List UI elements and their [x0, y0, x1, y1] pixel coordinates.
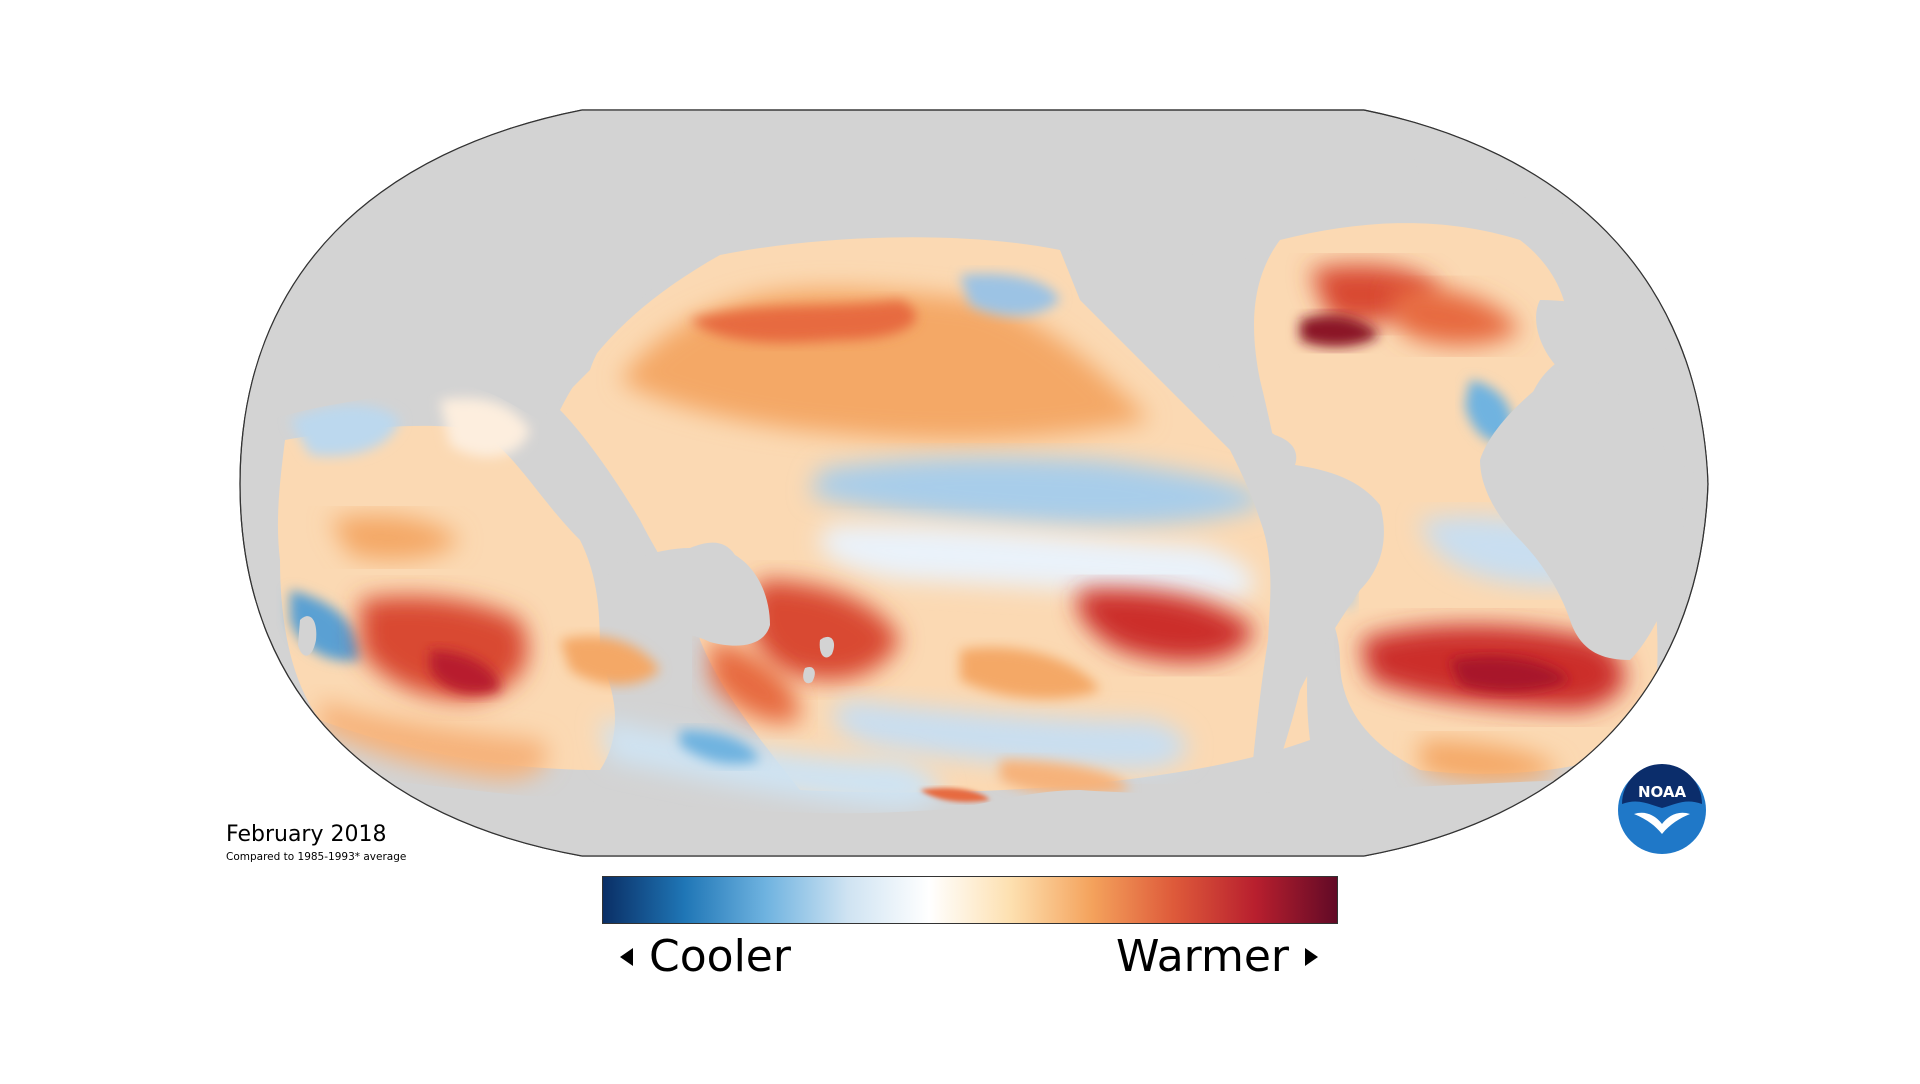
land-antarctica [240, 760, 1708, 856]
land-australia [598, 542, 770, 646]
cooler-label: Cooler [620, 930, 791, 984]
ocean-pacific [560, 237, 1310, 793]
arrow-left-icon [620, 948, 633, 966]
caption-note: Compared to 1985-1993* average [226, 851, 407, 863]
map-caption: February 2018 Compared to 1985-1993* ave… [226, 822, 406, 864]
temperature-colorbar [602, 876, 1338, 924]
noaa-logo: NOAA [1616, 764, 1708, 856]
land-americas [1060, 250, 1384, 790]
ocean-southern [600, 720, 1560, 810]
cooler-label-text: Cooler [649, 931, 791, 982]
ocean-indian [277, 398, 660, 780]
noaa-logo-text: NOAA [1638, 783, 1687, 801]
arrow-right-icon [1305, 948, 1318, 966]
caption-date: February 2018 [226, 822, 387, 847]
warmer-label: Warmer [1116, 930, 1318, 984]
warmer-label-text: Warmer [1116, 931, 1289, 982]
land-africa [1480, 370, 1684, 660]
